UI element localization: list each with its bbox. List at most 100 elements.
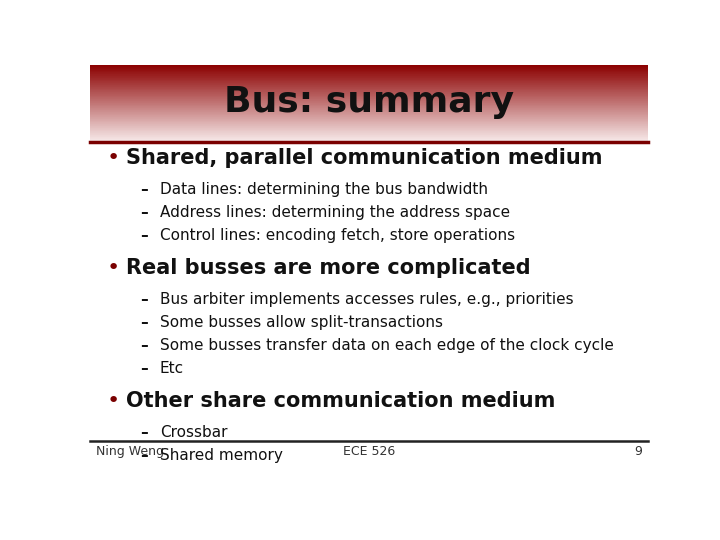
Bar (90, 88, 648, 89)
Text: Shared memory: Shared memory (160, 448, 283, 463)
Text: Address lines: determining the address space: Address lines: determining the address s… (160, 205, 510, 220)
Bar (90, 79, 648, 80)
Bar (90, 83, 648, 84)
Bar (90, 129, 648, 130)
Bar (90, 74, 648, 75)
Text: ECE 526: ECE 526 (343, 446, 395, 458)
Text: –: – (140, 361, 148, 376)
Text: –: – (140, 182, 148, 197)
Bar (90, 116, 648, 117)
Bar (90, 110, 648, 111)
Text: –: – (140, 315, 148, 330)
Bar (90, 115, 648, 116)
Bar (90, 81, 648, 82)
Bar (90, 113, 648, 114)
Bar (90, 91, 648, 92)
Text: Real busses are more complicated: Real busses are more complicated (126, 258, 531, 278)
Bar (90, 105, 648, 106)
Bar (90, 112, 648, 113)
Text: •: • (107, 258, 120, 278)
Bar (90, 114, 648, 115)
Bar (90, 97, 648, 98)
Bar (90, 95, 648, 96)
Bar (90, 66, 648, 67)
Text: –: – (140, 205, 148, 220)
Bar (90, 71, 648, 72)
Text: –: – (140, 292, 148, 307)
Bar (90, 96, 648, 97)
Bar (90, 92, 648, 93)
Bar (90, 80, 648, 81)
Bar (90, 73, 648, 74)
Bar (90, 111, 648, 112)
Text: Shared, parallel communication medium: Shared, parallel communication medium (126, 148, 603, 168)
Bar (90, 118, 648, 119)
Bar (90, 67, 648, 68)
Text: –: – (140, 448, 148, 463)
Bar (90, 94, 648, 95)
Bar (90, 136, 648, 137)
Bar (90, 122, 648, 123)
Text: –: – (140, 228, 148, 243)
Bar (90, 138, 648, 139)
Bar (90, 65, 648, 66)
Bar (90, 106, 648, 107)
Bar (90, 119, 648, 120)
Bar (90, 117, 648, 118)
Bar (90, 104, 648, 105)
Bar (90, 127, 648, 129)
Bar (90, 131, 648, 132)
Text: Some busses allow split-transactions: Some busses allow split-transactions (160, 315, 443, 330)
Bar (90, 98, 648, 99)
Text: Etc: Etc (160, 361, 184, 376)
Bar (90, 70, 648, 71)
Text: Bus: summary: Bus: summary (224, 85, 514, 119)
Bar (90, 72, 648, 73)
Bar (90, 75, 648, 76)
Bar (90, 125, 648, 126)
Bar (90, 77, 648, 78)
Text: •: • (107, 148, 120, 168)
Bar (90, 132, 648, 133)
Text: –: – (140, 338, 148, 353)
Bar (90, 103, 648, 104)
Bar (90, 140, 648, 141)
Bar (90, 134, 648, 136)
Text: Some busses transfer data on each edge of the clock cycle: Some busses transfer data on each edge o… (160, 338, 613, 353)
Bar (90, 68, 648, 69)
Text: Control lines: encoding fetch, store operations: Control lines: encoding fetch, store ope… (160, 228, 515, 243)
Text: •: • (107, 391, 120, 411)
Bar (90, 139, 648, 140)
Bar (90, 90, 648, 91)
Bar (90, 124, 648, 125)
Bar (90, 99, 648, 100)
Bar (90, 85, 648, 86)
Text: Crossbar: Crossbar (160, 426, 228, 440)
Bar (90, 108, 648, 109)
Bar (90, 87, 648, 88)
Bar (90, 84, 648, 85)
Bar (90, 120, 648, 121)
Text: Bus arbiter implements accesses rules, e.g., priorities: Bus arbiter implements accesses rules, e… (160, 292, 573, 307)
Bar (90, 82, 648, 83)
Bar (90, 126, 648, 127)
Bar (90, 69, 648, 70)
Bar (90, 86, 648, 87)
Bar (90, 102, 648, 103)
Text: Other share communication medium: Other share communication medium (126, 391, 556, 411)
Bar (90, 93, 648, 94)
Bar (90, 121, 648, 122)
Bar (90, 109, 648, 110)
Bar (90, 130, 648, 131)
Text: –: – (140, 426, 148, 440)
Bar (90, 123, 648, 124)
Bar (90, 133, 648, 134)
Bar (90, 107, 648, 108)
Bar (90, 78, 648, 79)
Text: 9: 9 (634, 446, 642, 458)
Bar (90, 76, 648, 77)
Bar (90, 89, 648, 90)
Bar (90, 137, 648, 138)
Bar (90, 100, 648, 102)
Text: Ning Weng: Ning Weng (96, 446, 163, 458)
